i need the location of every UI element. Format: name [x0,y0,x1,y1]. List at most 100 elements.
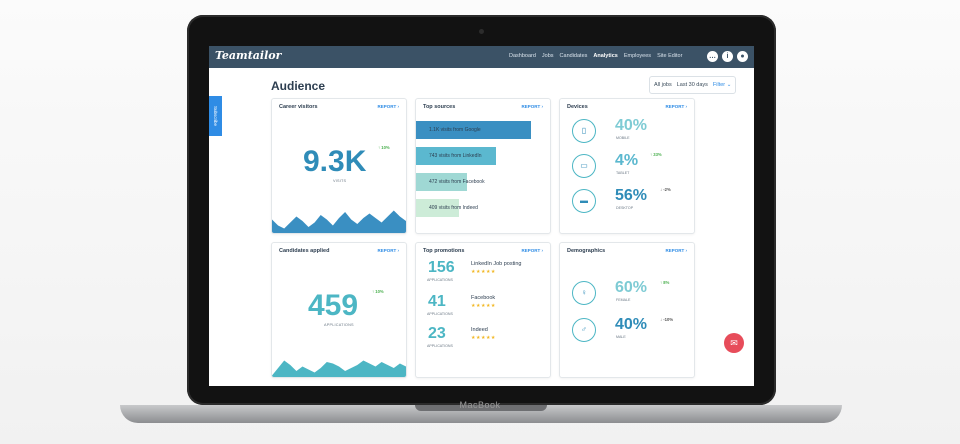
male-icon: ♂ [581,325,587,334]
nav-link-candidates[interactable]: Candidates [559,53,588,59]
star-rating: ★★★★★ [471,335,496,341]
trend-badge: ↑ 8% [660,280,670,285]
laptop-notch [415,405,547,411]
card-title: Top sources [423,104,456,110]
source-bar [416,173,467,191]
trend-badge: ↓ -2% [660,187,671,192]
female-icon-badge: ♀ [572,281,596,305]
trend-badge: ↓ -10% [660,317,674,322]
card-title: Top promotions [423,248,465,254]
card-top-sources: Top sources REPORT › 1.1K visits from Go… [415,98,551,234]
demographic-pct: 40% [615,316,648,333]
jobs-filter[interactable]: All jobs [654,82,672,88]
app-screen: Teamtailor Dashboard Jobs Candidates Ana… [209,46,754,386]
device-pct: 56% [615,187,648,204]
device-label: DESKTOP [616,206,634,210]
filter-bar: All jobs Last 30 days Filter ⌄ [649,76,737,94]
device-pct: 40% [615,117,648,134]
visits-value: 9.3K [303,145,367,178]
logo[interactable]: Teamtailor [215,49,282,62]
nav-link-dashboard[interactable]: Dashboard [509,53,536,59]
nav-link-site-editor[interactable]: Site Editor [657,53,683,59]
chat-icon[interactable]: ✉ [724,333,744,353]
trend-badge: ↑ 10% [378,145,390,150]
promotion-apps-label: APPLICATIONS [427,312,453,316]
promotion-name[interactable]: Indeed [471,327,488,333]
date-range-filter[interactable]: Last 30 days [676,82,708,88]
tablet-icon-badge: ▭ [572,154,596,178]
promotion-count: 23 [428,325,446,342]
chevron-down-icon: ⌄ [726,82,732,88]
info-icon[interactable]: i [722,51,733,62]
page-title: Audience [271,79,326,93]
device-label: MOBILE [616,136,630,140]
more-icon[interactable]: … [707,51,718,62]
nav-icons: … i ● [707,51,748,62]
desktop-icon-badge: ▬ [572,189,596,213]
promotion-count: 41 [428,293,446,310]
laptop-lid: Teamtailor Dashboard Jobs Candidates Ana… [187,15,776,405]
filter-button-label: Filter [712,82,726,88]
star-rating: ★★★★★ [471,303,496,309]
visits-label: VISITS [333,179,347,183]
source-bar [416,121,532,139]
visitors-sparkline [272,210,406,233]
applications-value: 459 [308,289,359,322]
source-label: 743 visits from LinkedIn [429,153,482,159]
report-link[interactable]: REPORT › [377,104,399,109]
source-bar [416,147,497,165]
demographic-label: MALE [616,335,626,339]
mobile-icon-badge: ▯ [572,119,596,143]
tablet-icon: ▭ [580,161,588,170]
nav-link-employees[interactable]: Employees [623,53,652,59]
report-link[interactable]: REPORT › [377,248,399,253]
promotion-name[interactable]: Facebook [471,295,496,301]
promotion-count: 156 [428,259,455,276]
card-title: Demographics [567,248,606,254]
demographic-pct: 60% [615,279,648,296]
male-icon-badge: ♂ [572,318,596,342]
filter-button[interactable]: Filter ⌄ [713,82,731,88]
nav-links: Dashboard Jobs Candidates Analytics Empl… [509,53,682,59]
card-title: Devices [567,104,588,110]
applications-sparkline [272,360,406,377]
source-label: 409 visits from Indeed [429,205,478,211]
device-pct: 4% [615,152,639,169]
camera-icon [479,29,484,34]
sparkline-area [272,210,406,233]
desktop-icon: ▬ [580,196,588,205]
promotion-name[interactable]: LinkedIn Job posting [471,261,522,267]
trend-badge: ↑ 33% [650,152,662,157]
source-label: 1.1K visits from Google [429,127,481,133]
female-icon: ♀ [581,288,587,297]
card-title: Candidates applied [279,248,330,254]
source-bar [416,199,459,217]
mobile-icon: ▯ [581,126,587,135]
report-link[interactable]: REPORT › [665,104,687,109]
demographic-label: FEMALE [616,298,631,302]
star-rating: ★★★★★ [471,269,496,275]
card-title: Career visitors [279,104,318,110]
laptop-base [120,405,842,423]
applications-label: APPLICATIONS [324,323,354,327]
promotion-apps-label: APPLICATIONS [427,344,453,348]
report-link[interactable]: REPORT › [665,248,687,253]
card-career-visitors: Career visitors REPORT › ↑ 10% 9.3K VISI… [271,98,407,234]
nav-link-analytics[interactable]: Analytics [593,53,618,59]
top-nav: Teamtailor Dashboard Jobs Candidates Ana… [209,46,754,68]
report-link[interactable]: REPORT › [521,104,543,109]
nav-link-jobs[interactable]: Jobs [541,53,554,59]
card-demographics: Demographics REPORT › ♀ 60% ↑ 8% FEMALE … [559,242,695,378]
card-candidates-applied: Candidates applied REPORT › ↑ 10% 459 AP… [271,242,407,378]
card-devices: Devices REPORT › ▯ 40% MOBILE ▭ 4% ↑ 33%… [559,98,695,234]
report-link[interactable]: REPORT › [521,248,543,253]
trend-badge: ↑ 10% [372,289,384,294]
device-label: TABLET [616,171,630,175]
promotion-apps-label: APPLICATIONS [427,278,453,282]
source-label: 472 visits from Facebook [429,179,485,185]
device-brand-label: MacBook [459,400,501,410]
subscribe-tab[interactable]: Subscribe [209,96,222,136]
card-top-promotions: Top promotions REPORT › 156 APPLICATIONS… [415,242,551,378]
user-avatar-icon[interactable]: ● [737,51,748,62]
sparkline-area [272,360,406,377]
